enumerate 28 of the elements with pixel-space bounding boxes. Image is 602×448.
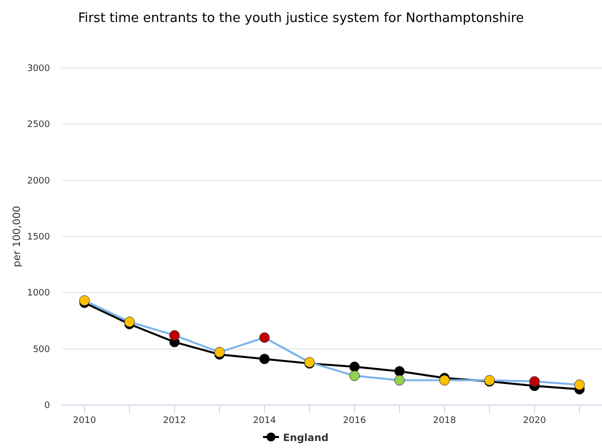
point [529, 376, 540, 387]
y-tick-label: 2500 [27, 120, 50, 130]
y-tick-label: 500 [32, 344, 50, 355]
x-tick-label: 2012 [163, 416, 186, 426]
legend-label: England [283, 433, 329, 444]
x-tick-label: 2014 [253, 416, 276, 426]
y-tick-label: 1000 [27, 288, 50, 299]
point [214, 346, 225, 358]
y-tick-label: 2000 [27, 176, 50, 186]
point [349, 362, 360, 372]
y-tick-label: 1500 [27, 232, 50, 242]
point [394, 375, 405, 386]
point [439, 375, 450, 386]
point [259, 332, 270, 343]
y-axis-title: per 100,000 [12, 206, 23, 268]
x-tick-label: 2016 [343, 416, 366, 426]
point [169, 330, 180, 341]
point [394, 366, 405, 377]
x-tick-label: 2018 [433, 416, 456, 426]
point [574, 380, 585, 390]
x-tick-label: 2010 [73, 416, 96, 426]
point [79, 295, 90, 306]
x-tick-label: 2020 [523, 416, 546, 426]
chart-title: First time entrants to the youth justice system for Northamptonshire [78, 11, 524, 26]
point [259, 354, 270, 364]
y-tick-label: 3000 [27, 64, 50, 74]
y-tick-label: 0 [44, 401, 50, 411]
point [349, 370, 360, 382]
